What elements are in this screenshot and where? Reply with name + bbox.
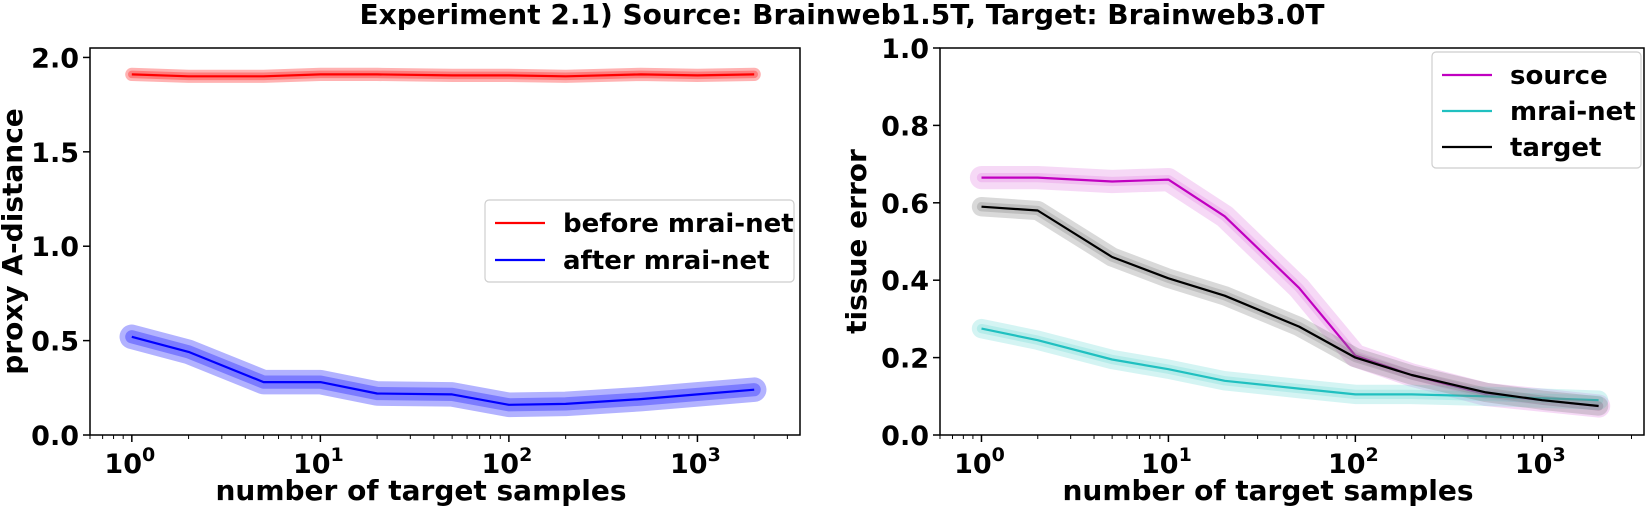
ytick-label-1-3: 0.6 [881, 189, 929, 220]
ytick-label-0-1: 0.5 [31, 327, 79, 358]
xtick-label-0-0: 100 [104, 444, 155, 480]
xtick-label-1-1: 101 [1141, 444, 1192, 480]
legend-0: before mrai-net after mrai-net [484, 199, 795, 283]
legend-frame-0 [484, 199, 795, 283]
legend-label-1-0: source [1510, 61, 1608, 91]
legend-label-0-1: after mrai-net [563, 246, 770, 276]
ytick-label-1-1: 0.2 [881, 344, 929, 375]
axes-frame-0 [89, 47, 801, 436]
ytick-label-0-4: 2.0 [31, 43, 79, 74]
ytick-label-0-2: 1.0 [31, 232, 79, 263]
left-panel: 0.0 0.5 1.0 1.5 2.0 100 101 102 103 number of tar… [0, 43, 801, 507]
right-panel: 0.0 0.2 0.4 0.6 0.8 1.0 100 101 102 103 number of … [840, 34, 1645, 507]
series-1-1-line [981, 327, 1599, 402]
xtick-label-1-2: 102 [1328, 444, 1379, 480]
xtick-label-0-1: 101 [293, 444, 344, 480]
series-0-0 [125, 67, 761, 83]
legend-1: source mrai-net target [1431, 51, 1642, 169]
xlabel-0: number of target samples [215, 474, 626, 507]
legend-frame-1 [1431, 51, 1642, 169]
ytick-label-1-0: 0.0 [881, 421, 929, 452]
ytick-label-0-3: 1.5 [31, 138, 79, 169]
axes-frame-1 [939, 47, 1645, 436]
xtick-label-0-2: 102 [481, 444, 532, 480]
series-0-0-line [131, 73, 755, 78]
series-1-0 [969, 165, 1611, 418]
xtick-label-1-0: 100 [954, 444, 1005, 480]
ytick-label-1-2: 0.4 [881, 266, 929, 297]
series-1-2-inner-band [976, 202, 1604, 411]
series-0-1-line [131, 335, 755, 406]
series-1-2-line [981, 205, 1599, 408]
xtick-label-1-3: 103 [1515, 444, 1566, 480]
series-0-1 [119, 324, 767, 418]
ylabel-1: tissue error [840, 149, 873, 334]
xtick-label-0-3: 103 [670, 444, 721, 480]
ylabel-0: proxy A-distance [0, 108, 29, 375]
series-1-0-outer-band [969, 165, 1611, 418]
ytick-label-1-4: 0.8 [881, 111, 929, 142]
legend-label-0-0: before mrai-net [563, 209, 794, 239]
series-1-2 [971, 197, 1609, 416]
ytick-label-0-0: 0.0 [31, 421, 79, 452]
xlabel-1: number of target samples [1062, 474, 1473, 507]
ytick-label-1-5: 1.0 [881, 34, 929, 65]
figure-title: Experiment 2.1) Source: Brainweb1.5T, Ta… [360, 0, 1325, 31]
legend-label-1-1: mrai-net [1510, 97, 1636, 127]
legend-label-1-2: target [1510, 133, 1601, 163]
series-1-1 [971, 318, 1609, 410]
